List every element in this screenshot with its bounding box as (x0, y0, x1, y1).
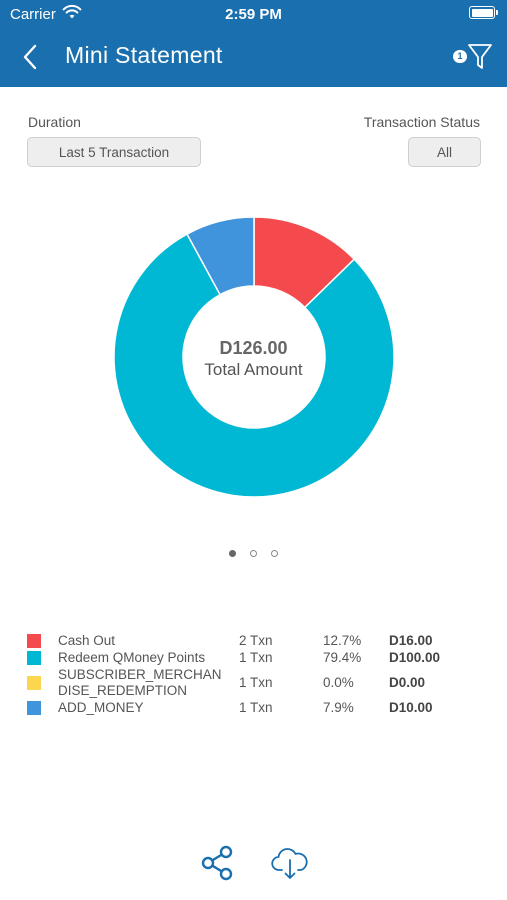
legend-name-line-1: SUBSCRIBER_MERCHAN (58, 667, 222, 682)
legend-name: Cash Out (58, 633, 116, 648)
legend-row-subscriber-merchandise-redemption[interactable]: SUBSCRIBER_MERCHAN DISE_REDEMPTION 1 Txn… (27, 667, 487, 701)
share-icon[interactable] (198, 843, 238, 883)
legend-txn-count: 1 Txn (239, 675, 273, 690)
legend-percent: 0.0% (323, 675, 354, 690)
cloud-download-icon[interactable] (270, 843, 310, 883)
donut-slice-redeem-qmoney-points[interactable] (113, 233, 395, 498)
legend-amount: D0.00 (389, 675, 426, 690)
legend-name: ADD_MONEY (58, 700, 144, 715)
clock: 2:59 PM (225, 6, 282, 23)
legend-amount: D100.00 (389, 650, 441, 665)
filter-button[interactable]: 1 (451, 40, 495, 74)
legend-swatch (27, 651, 41, 665)
page-title: Mini Statement (65, 42, 223, 68)
legend-swatch (27, 701, 41, 715)
duration-label: Duration (28, 114, 81, 130)
legend-percent: 12.7% (323, 633, 362, 648)
battery-icon (469, 6, 498, 19)
total-amount-label: Total Amount (204, 360, 303, 379)
legend-percent: 7.9% (323, 700, 354, 715)
header-bar: Carrier 2:59 PM Mini Statement 1 (0, 0, 507, 87)
legend-txn-count: 2 Txn (239, 633, 273, 648)
carrier-label: Carrier (10, 6, 56, 23)
legend-percent: 79.4% (323, 650, 362, 665)
legend-swatch (27, 634, 41, 648)
total-amount-value: D126.00 (219, 338, 288, 358)
page-dot-2[interactable] (250, 550, 257, 558)
total-amount-donut-chart[interactable] (0, 190, 507, 520)
status-bar: Carrier 2:59 PM (0, 0, 507, 28)
transaction-status-label: Transaction Status (363, 114, 480, 130)
wifi-icon (62, 4, 82, 19)
back-chevron-icon[interactable] (16, 40, 46, 74)
page-dot-3[interactable] (271, 550, 278, 558)
page-indicator[interactable] (0, 545, 507, 563)
legend-name-line-2: DISE_REDEMPTION (58, 683, 188, 698)
transaction-status-dropdown[interactable]: All (408, 137, 481, 167)
donut-slice-add-money[interactable] (186, 216, 255, 296)
page-dot-1[interactable] (229, 550, 236, 558)
legend-amount: D10.00 (389, 700, 433, 715)
filter-count-badge: 1 (453, 50, 467, 63)
legend-txn-count: 1 Txn (239, 700, 273, 715)
legend-swatch (27, 676, 41, 690)
duration-dropdown[interactable]: Last 5 Transaction (27, 137, 201, 167)
legend-name: Redeem QMoney Points (58, 650, 206, 665)
legend-amount: D16.00 (389, 633, 433, 648)
legend-txn-count: 1 Txn (239, 650, 273, 665)
funnel-icon (468, 44, 492, 69)
